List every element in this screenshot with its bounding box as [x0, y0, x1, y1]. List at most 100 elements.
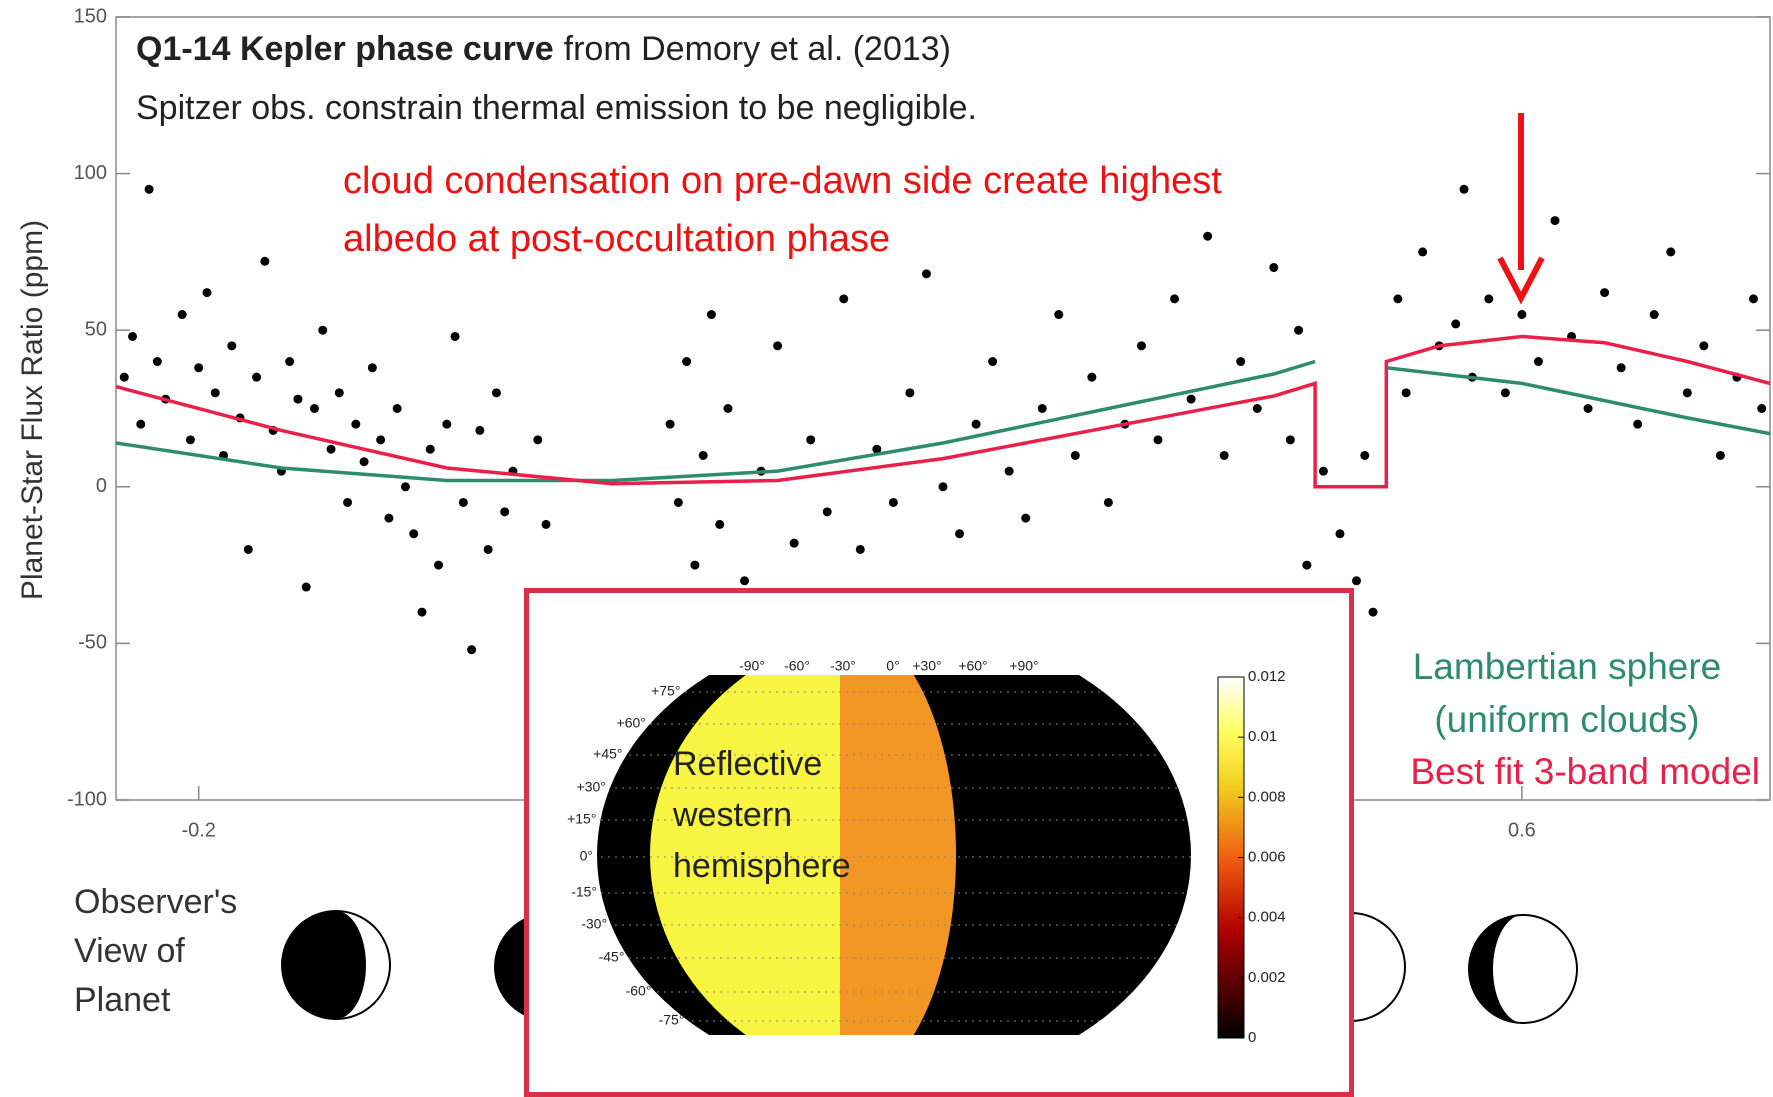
data-point — [1716, 451, 1725, 460]
chart-title: Q1-14 Kepler phase curve from Demory et a… — [136, 30, 951, 68]
data-point — [128, 332, 137, 341]
data-point — [475, 426, 484, 435]
lon-label: 0° — [886, 658, 899, 674]
data-point — [194, 363, 203, 372]
data-point — [1418, 247, 1427, 256]
data-point — [1335, 529, 1344, 538]
data-point — [360, 457, 369, 466]
data-point — [1236, 357, 1245, 366]
data-point — [484, 545, 493, 554]
data-point — [839, 294, 848, 303]
data-point — [376, 435, 385, 444]
data-point — [327, 445, 336, 454]
data-point — [442, 420, 451, 429]
data-point — [1550, 216, 1559, 225]
data-point — [856, 545, 865, 554]
data-point — [790, 539, 799, 548]
lat-label: -45° — [599, 949, 625, 965]
data-point — [1319, 467, 1328, 476]
data-point — [1286, 435, 1295, 444]
data-point — [1650, 310, 1659, 319]
y-axis-label: Planet-Star Flux Ratio (ppm) — [16, 220, 49, 600]
data-point — [889, 498, 898, 507]
data-point — [186, 435, 195, 444]
x-tick-label: -0.2 — [181, 819, 215, 841]
data-point — [467, 645, 476, 654]
data-point — [1451, 319, 1460, 328]
data-point — [1137, 341, 1146, 350]
data-point — [1534, 357, 1543, 366]
data-point — [1757, 404, 1766, 413]
lon-label: -90° — [739, 658, 765, 674]
data-point — [1393, 294, 1402, 303]
data-point — [459, 498, 468, 507]
colorbar-label: 0.008 — [1248, 788, 1286, 805]
data-point — [1104, 498, 1113, 507]
data-point — [806, 435, 815, 444]
data-point — [715, 520, 724, 529]
data-point — [145, 185, 154, 194]
lat-label: -75° — [659, 1012, 685, 1028]
data-point — [1170, 294, 1179, 303]
legend-entry: Lambertian sphere (uniform clouds) — [1372, 640, 1762, 746]
annotation: cloud condensation on pre-dawn side crea… — [343, 160, 1222, 202]
data-point — [335, 388, 344, 397]
data-point — [1460, 185, 1469, 194]
data-point — [1302, 561, 1311, 570]
colorbar-label: 0.012 — [1248, 668, 1286, 685]
data-point — [1005, 467, 1014, 476]
data-point — [227, 341, 236, 350]
title-main: Q1-14 Kepler phase curve — [136, 30, 554, 68]
data-point — [343, 498, 352, 507]
data-point — [202, 288, 211, 297]
data-point — [1501, 388, 1510, 397]
data-point — [1087, 373, 1096, 382]
y-tick-label: 150 — [74, 5, 107, 27]
data-point — [542, 520, 551, 529]
lat-label: +45° — [593, 746, 622, 762]
data-point — [434, 561, 443, 570]
data-point — [500, 507, 509, 516]
data-point — [823, 507, 832, 516]
data-point — [707, 310, 716, 319]
annotation: albedo at post-occultation phase — [343, 218, 890, 260]
data-point — [723, 404, 732, 413]
data-point — [1021, 514, 1030, 523]
colorbar-label: 0.006 — [1248, 848, 1286, 865]
y-tick-label: 100 — [74, 162, 107, 184]
data-point — [1369, 608, 1378, 617]
data-point — [1187, 395, 1196, 404]
lat-label: +15° — [567, 811, 596, 827]
data-point — [1600, 288, 1609, 297]
title-source: from Demory et al. (2013) — [564, 30, 951, 68]
data-point — [1054, 310, 1063, 319]
data-point — [1617, 363, 1626, 372]
data-point — [1517, 310, 1526, 319]
data-point — [666, 420, 675, 429]
data-point — [699, 451, 708, 460]
data-point — [252, 373, 261, 382]
data-point — [682, 357, 691, 366]
data-point — [451, 332, 460, 341]
lon-label: -60° — [784, 658, 810, 674]
data-point — [1633, 420, 1642, 429]
lat-label: +60° — [617, 715, 646, 731]
data-point — [690, 561, 699, 570]
data-point — [988, 357, 997, 366]
data-point — [1071, 451, 1080, 460]
data-point — [368, 363, 377, 372]
data-point — [1749, 294, 1758, 303]
data-point — [972, 420, 981, 429]
y-tick-label: 0 — [96, 475, 107, 497]
colorbar-label: 0.002 — [1248, 969, 1286, 986]
data-point — [393, 404, 402, 413]
lat-label: -30° — [581, 916, 607, 932]
page: {"chart_data": [ {"type": "scatter", "ti… — [0, 0, 1773, 1097]
map-label: Reflective western hemisphere — [673, 739, 883, 892]
data-point — [939, 482, 948, 491]
data-point — [1683, 388, 1692, 397]
colorbar-label: 0 — [1248, 1029, 1256, 1046]
data-point — [674, 498, 683, 507]
data-point — [318, 326, 327, 335]
data-point — [211, 388, 220, 397]
